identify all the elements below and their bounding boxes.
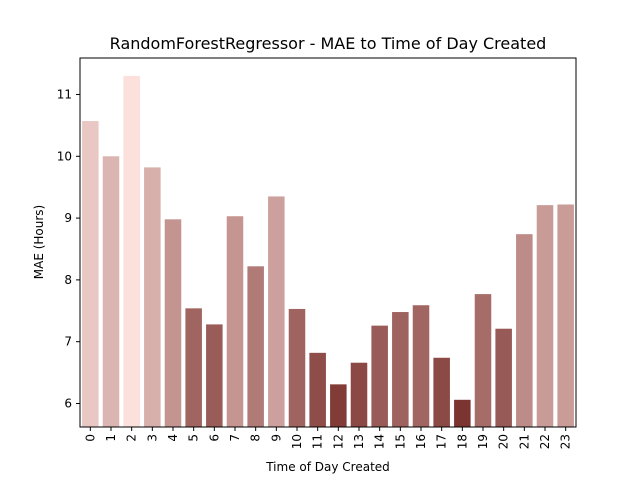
x-tick-label: 18 (455, 434, 469, 449)
y-tick-label: 9 (64, 211, 72, 225)
y-tick-label: 11 (57, 87, 72, 101)
bar-hour-6 (206, 324, 223, 427)
bar-hour-21 (516, 234, 533, 427)
bar-hour-4 (164, 219, 182, 427)
x-tick-label: 17 (435, 434, 449, 449)
bar-hour-19 (474, 294, 492, 427)
x-tick-label: 9 (269, 434, 283, 442)
plot-area-frame (79, 57, 577, 428)
bar-hour-17 (433, 357, 450, 427)
bar-hour-10 (288, 308, 306, 427)
bar-hour-16 (412, 305, 430, 427)
bar-hour-11 (309, 352, 326, 427)
bar-hour-23 (557, 204, 574, 427)
y-axis-label: MAE (Hours) (32, 205, 46, 279)
bar-hour-20 (495, 328, 512, 427)
y-tick-label: 6 (64, 397, 72, 411)
x-tick-label: 16 (414, 434, 428, 449)
x-tick-label: 6 (207, 434, 221, 442)
x-tick-label: 5 (187, 434, 201, 442)
bar-hour-3 (144, 167, 161, 427)
bar-hour-15 (392, 312, 409, 427)
x-axis-ticks: 0 1 2 3 4 5 6 7 8 9 10 11 12 13 14 15 16 17 18 19 20 21 22 23 (83, 427, 573, 449)
x-tick-label: 22 (538, 434, 552, 449)
x-tick-label: 12 (331, 434, 345, 449)
bar-hour-5 (185, 308, 202, 427)
y-axis-ticks: 6 7 8 9 10 11 (57, 87, 80, 411)
bar-hour-22 (536, 205, 554, 427)
x-tick-label: 13 (352, 434, 366, 449)
bar-hour-9 (268, 196, 285, 427)
x-tick-label: 0 (83, 434, 97, 442)
x-tick-label: 20 (497, 434, 511, 449)
bar-hour-13 (350, 362, 368, 427)
chart-title: RandomForestRegressor - MAE to Time of D… (110, 34, 547, 53)
x-tick-label: 3 (145, 434, 159, 442)
x-tick-label: 19 (476, 434, 490, 449)
x-tick-label: 2 (125, 434, 139, 442)
bar-hour-14 (371, 325, 388, 427)
x-tick-label: 8 (249, 434, 263, 442)
x-tick-label: 14 (373, 434, 387, 449)
bar-hour-12 (330, 384, 347, 427)
y-tick-label: 8 (64, 273, 72, 287)
x-tick-label: 4 (166, 434, 180, 442)
bar-hour-7 (226, 216, 244, 427)
bar-hour-8 (247, 266, 264, 427)
x-axis-label: Time of Day Created (265, 460, 390, 474)
y-tick-label: 10 (57, 149, 72, 163)
x-tick-label: 1 (104, 434, 118, 442)
y-tick-label: 7 (64, 335, 72, 349)
bar-hour-0 (82, 121, 99, 428)
x-tick-label: 10 (290, 434, 304, 449)
x-tick-label: 7 (228, 434, 242, 442)
x-tick-label: 11 (311, 434, 325, 449)
bar-hour-2 (123, 75, 140, 428)
x-tick-label: 21 (517, 434, 531, 449)
bar-hour-1 (102, 156, 120, 427)
x-tick-label: 23 (559, 434, 573, 449)
x-tick-label: 15 (393, 434, 407, 449)
bars-layer (82, 75, 574, 428)
bar-hour-18 (454, 399, 471, 427)
